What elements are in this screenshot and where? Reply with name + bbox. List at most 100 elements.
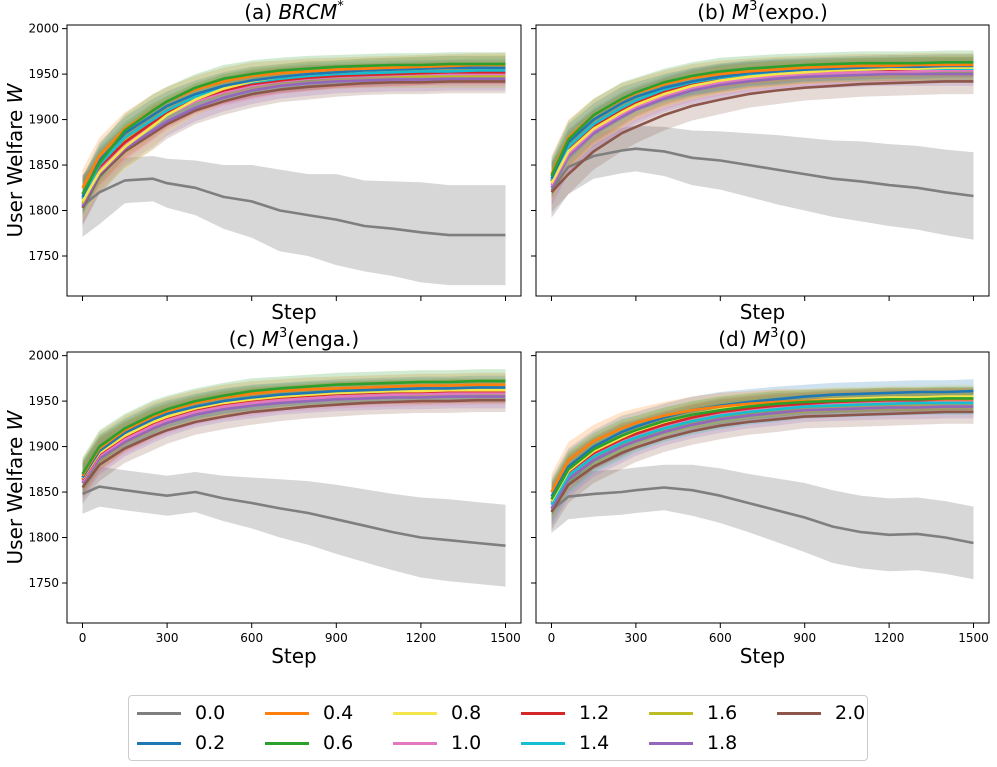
series-line-1-8 (81, 77, 506, 207)
series-band-0-0 (82, 156, 506, 286)
y-tick-label: 1750 (28, 576, 59, 590)
y-tick-label: 1900 (28, 113, 59, 127)
series-line-0-2 (81, 386, 506, 479)
legend-item-2-0: 2.0 (777, 699, 865, 727)
series-line-0-0 (81, 177, 506, 237)
legend-label: 1.6 (707, 702, 738, 724)
legend-swatch (649, 711, 693, 715)
series-line-2-0 (81, 398, 506, 489)
series-line-1-4 (550, 401, 974, 506)
legend-item-1-4: 1.4 (521, 729, 609, 757)
series-band-1-0 (551, 388, 974, 522)
x-tick-label: 300 (156, 631, 179, 645)
series-band-0-0 (551, 464, 974, 580)
legend-label: 1.0 (451, 732, 482, 754)
series-line-0-6 (550, 60, 974, 177)
y-tick-label: 1900 (28, 440, 59, 454)
series-line-1-8 (550, 72, 974, 189)
series-line-1-8 (81, 395, 506, 484)
y-tick-label: 1850 (28, 485, 59, 499)
axes-frame (66, 24, 522, 297)
legend-item-0-8: 0.8 (393, 699, 481, 727)
series-band-0-6 (82, 369, 506, 491)
legend-label: 2.0 (835, 702, 866, 724)
series-line-2-0 (550, 80, 974, 194)
y-tick-label: 1750 (28, 249, 59, 263)
series-line-0-2 (81, 66, 506, 198)
chart-title: (c) M3(enga.) (229, 326, 359, 351)
series-band-2-0 (551, 68, 974, 213)
y-axis-label: User Welfare W (3, 409, 27, 564)
legend-label: 0.8 (451, 702, 482, 724)
x-tick-label: 1200 (406, 631, 437, 645)
legend-swatch (393, 741, 437, 745)
series-band-0-0 (82, 466, 506, 587)
y-tick-label: 2000 (28, 349, 59, 363)
series-line-2-0 (550, 410, 974, 513)
y-axis-label: User Welfare W (3, 82, 27, 237)
y-tick-label: 1800 (28, 531, 59, 545)
x-axis-label: Step (271, 644, 317, 668)
series-band-2-0 (551, 400, 974, 531)
x-tick-label: 1500 (958, 631, 989, 645)
axes-frame (535, 24, 990, 297)
series-band-0-0 (551, 125, 974, 240)
series-line-1-0 (81, 391, 506, 482)
legend-swatch (521, 741, 565, 745)
x-tick-label: 0 (79, 631, 87, 645)
legend-item-1-0: 1.0 (393, 729, 481, 757)
plot-area (81, 52, 506, 286)
y-tick-label: 1950 (28, 394, 59, 408)
series-line-0-6 (81, 379, 506, 475)
legend-item-1-8: 1.8 (649, 729, 737, 757)
legend-item-1-2: 1.2 (521, 699, 609, 727)
series-line-0-6 (550, 397, 974, 500)
legend-label: 0.0 (195, 702, 226, 724)
chart-title: (b) M3(expo.) (697, 0, 828, 24)
x-tick-label: 300 (624, 631, 647, 645)
series-line-0-0 (550, 486, 974, 545)
series-line-0-0 (81, 485, 506, 547)
legend-swatch (393, 711, 437, 715)
axes-frame (66, 351, 522, 624)
legend-item-0-2: 0.2 (137, 729, 225, 757)
x-tick-label: 600 (240, 631, 263, 645)
series-line-0-8 (81, 388, 506, 480)
legend-swatch (777, 711, 821, 715)
y-tick-label: 2000 (28, 22, 59, 36)
y-tick-label: 1950 (28, 67, 59, 81)
legend-swatch (265, 711, 309, 715)
x-tick-label: 900 (325, 631, 348, 645)
legend-label: 1.8 (707, 732, 738, 754)
chart-title: (d) M3(0) (718, 326, 807, 351)
legend-swatch (265, 741, 309, 745)
legend-item-1-6: 1.6 (649, 699, 737, 727)
x-axis-label: Step (740, 644, 786, 668)
series-band-0-2 (551, 379, 974, 515)
series-band-0-4 (551, 53, 974, 193)
x-tick-label: 1500 (490, 631, 521, 645)
legend-item-0-0: 0.0 (137, 699, 225, 727)
chart-title: (a) BRCM* (244, 0, 344, 24)
figure: 1750 1800 1850 1900 1950 2000 Step User Welfare… (3, 0, 990, 668)
series-line-0-4 (81, 383, 506, 477)
series-line-0-2 (550, 389, 974, 498)
series-line-0-8 (550, 66, 974, 184)
x-tick-label: 1200 (874, 631, 905, 645)
legend: 0.0 0.2 0.4 0.6 0.8 1.0 1.2 1.4 1.6 1.8 2.0 (128, 695, 868, 761)
legend-label: 0.2 (195, 732, 226, 754)
legend-item-0-4: 0.4 (265, 699, 353, 727)
panel-3: 0 300 600 900 1200 1500 Step (d) M3(0) (531, 326, 990, 668)
series-line-1-0 (550, 69, 974, 186)
axes-frame (535, 351, 990, 624)
series-line-0-6 (81, 62, 506, 195)
legend-label: 0.4 (323, 702, 354, 724)
series-line-0-0 (550, 147, 974, 198)
y-tick-label: 1850 (28, 158, 59, 172)
x-axis-label: Step (271, 300, 317, 324)
plot-area (81, 369, 506, 587)
x-tick-label: 0 (548, 631, 556, 645)
legend-swatch (137, 741, 181, 745)
series-line-2-0 (81, 80, 506, 209)
legend-swatch (137, 711, 181, 715)
